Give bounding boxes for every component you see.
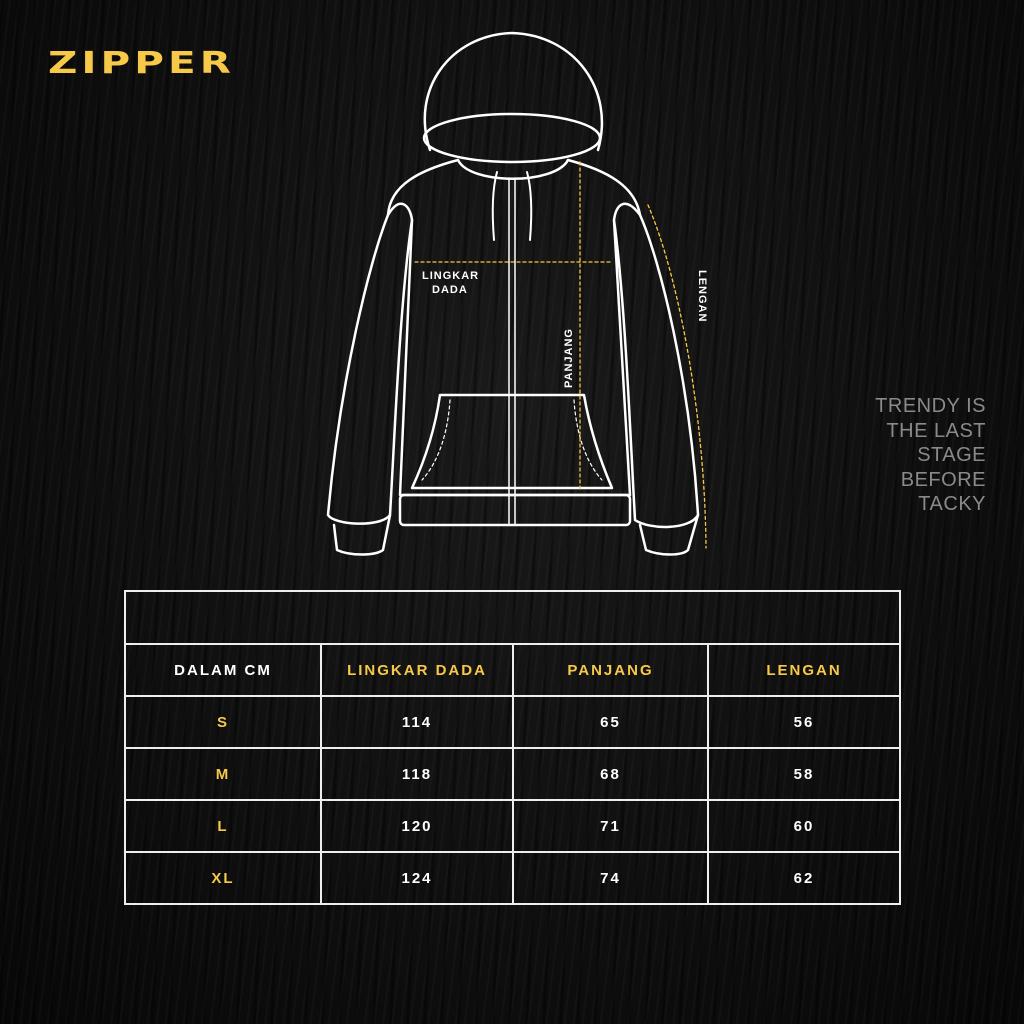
size-cell: M xyxy=(124,747,322,801)
right-cuff xyxy=(638,513,700,556)
drawstring xyxy=(491,171,498,241)
size-table: DALAM CM LINGKAR DADA PANJANG LENGAN S 1… xyxy=(124,590,901,905)
value-cell: 124 xyxy=(320,851,514,905)
value-cell: 58 xyxy=(707,747,901,801)
value-cell: 114 xyxy=(320,695,514,749)
hoodie-diagram: LINGKAR DADA PANJANG LENGAN xyxy=(326,31,708,556)
sleeve-measure-line xyxy=(647,204,707,549)
value-cell: 71 xyxy=(512,799,709,853)
body-outline xyxy=(326,158,700,529)
sleeve-label: LENGAN xyxy=(696,270,708,322)
tagline-line: STAGE xyxy=(917,444,986,466)
kangaroo-pocket xyxy=(410,393,614,490)
table-header-row: DALAM CM LINGKAR DADA PANJANG LENGAN xyxy=(124,643,901,697)
size-cell: L xyxy=(124,799,322,853)
value-cell: 60 xyxy=(707,799,901,853)
brand-logo: ZIPPER xyxy=(48,46,235,81)
size-cell: S xyxy=(124,695,322,749)
chest-label: DADA xyxy=(432,284,468,296)
tagline-line: TRENDY IS xyxy=(875,395,986,417)
drawstring xyxy=(526,171,533,241)
tagline-line: BEFORE xyxy=(900,468,986,491)
value-cell: 118 xyxy=(320,747,514,801)
table-title-row xyxy=(124,590,901,645)
header-cell: DALAM CM xyxy=(124,643,322,697)
length-label: PANJANG xyxy=(563,328,575,388)
table-row: S 114 65 56 xyxy=(124,695,901,749)
chest-label: LINGKAR xyxy=(422,270,479,282)
table-row: M 118 68 58 xyxy=(124,747,901,801)
hood-outline xyxy=(423,31,604,152)
header-cell: LINGKAR DADA xyxy=(320,643,514,697)
tagline: TRENDY IS THE LAST STAGE BEFORE TACKY xyxy=(875,394,986,517)
table-row: L 120 71 60 xyxy=(124,799,901,853)
value-cell: 74 xyxy=(512,851,709,905)
value-cell: 62 xyxy=(707,851,901,905)
tagline-line: TACKY xyxy=(918,493,986,515)
header-cell: LENGAN xyxy=(707,643,901,697)
table-row: XL 124 74 62 xyxy=(124,851,901,905)
size-cell: XL xyxy=(124,851,322,905)
hood-opening xyxy=(422,112,602,164)
tagline-line: THE LAST xyxy=(886,419,986,442)
header-cell: PANJANG xyxy=(512,643,709,697)
left-cuff xyxy=(332,513,392,556)
value-cell: 65 xyxy=(512,695,709,749)
value-cell: 68 xyxy=(512,747,709,801)
value-cell: 120 xyxy=(320,799,514,853)
value-cell: 56 xyxy=(707,695,901,749)
